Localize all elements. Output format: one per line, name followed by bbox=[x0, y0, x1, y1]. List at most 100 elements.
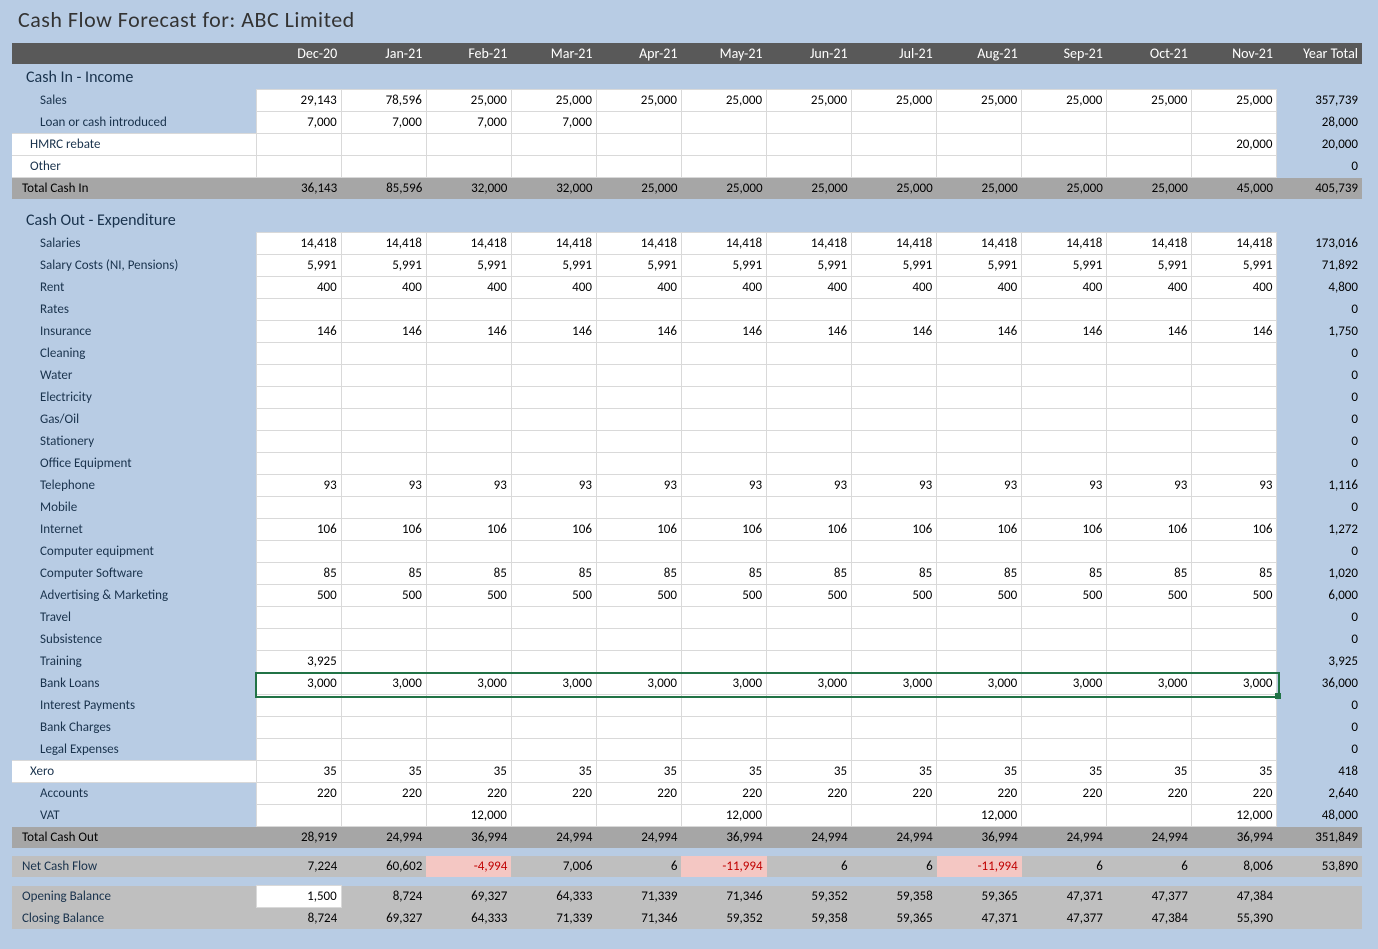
data-cell[interactable] bbox=[341, 431, 426, 453]
data-cell[interactable]: 12,000 bbox=[937, 805, 1022, 827]
data-cell[interactable]: 7,000 bbox=[511, 112, 596, 134]
data-cell[interactable] bbox=[937, 431, 1022, 453]
data-cell[interactable]: 5,991 bbox=[1022, 255, 1107, 277]
cashflow-table[interactable]: Dec-20Jan-21Feb-21Mar-21Apr-21May-21Jun-… bbox=[12, 43, 1362, 929]
data-cell[interactable]: 5,991 bbox=[937, 255, 1022, 277]
data-cell[interactable] bbox=[1022, 156, 1107, 178]
data-cell[interactable] bbox=[341, 365, 426, 387]
data-cell[interactable]: 146 bbox=[596, 321, 681, 343]
data-cell[interactable] bbox=[681, 387, 766, 409]
data-cell[interactable] bbox=[256, 365, 341, 387]
data-cell[interactable] bbox=[937, 387, 1022, 409]
data-cell[interactable] bbox=[256, 453, 341, 475]
data-cell[interactable] bbox=[596, 497, 681, 519]
data-cell[interactable] bbox=[852, 365, 937, 387]
data-cell[interactable]: 25,000 bbox=[596, 90, 681, 112]
data-cell[interactable] bbox=[852, 695, 937, 717]
data-cell[interactable] bbox=[511, 365, 596, 387]
data-cell[interactable] bbox=[426, 651, 511, 673]
data-cell[interactable] bbox=[256, 134, 341, 156]
data-cell[interactable] bbox=[596, 343, 681, 365]
data-cell[interactable] bbox=[937, 409, 1022, 431]
data-cell[interactable]: 93 bbox=[511, 475, 596, 497]
data-cell[interactable] bbox=[767, 343, 852, 365]
data-cell[interactable]: 400 bbox=[767, 277, 852, 299]
data-cell[interactable]: 220 bbox=[1107, 783, 1192, 805]
data-cell[interactable] bbox=[1022, 387, 1107, 409]
data-cell[interactable]: 25,000 bbox=[852, 90, 937, 112]
data-cell[interactable] bbox=[341, 497, 426, 519]
data-cell[interactable] bbox=[1107, 497, 1192, 519]
data-cell[interactable]: 500 bbox=[767, 585, 852, 607]
data-cell[interactable]: 35 bbox=[256, 761, 341, 783]
data-cell[interactable] bbox=[852, 431, 937, 453]
data-cell[interactable]: 400 bbox=[256, 277, 341, 299]
data-cell[interactable] bbox=[1107, 112, 1192, 134]
data-cell[interactable] bbox=[681, 134, 766, 156]
data-cell[interactable]: 85 bbox=[426, 563, 511, 585]
data-cell[interactable] bbox=[341, 629, 426, 651]
data-cell[interactable] bbox=[256, 717, 341, 739]
data-cell[interactable] bbox=[511, 695, 596, 717]
data-cell[interactable] bbox=[1107, 409, 1192, 431]
data-cell[interactable] bbox=[426, 299, 511, 321]
data-cell[interactable]: 85 bbox=[596, 563, 681, 585]
col-header-month[interactable]: Aug-21 bbox=[937, 43, 1022, 64]
data-cell[interactable] bbox=[937, 299, 1022, 321]
col-header-month[interactable]: Jun-21 bbox=[767, 43, 852, 64]
data-cell[interactable] bbox=[681, 431, 766, 453]
data-cell[interactable] bbox=[426, 409, 511, 431]
data-cell[interactable] bbox=[1192, 365, 1277, 387]
data-cell[interactable]: 400 bbox=[1022, 277, 1107, 299]
data-cell[interactable] bbox=[1107, 717, 1192, 739]
data-cell[interactable]: 500 bbox=[1107, 585, 1192, 607]
data-cell[interactable] bbox=[852, 717, 937, 739]
data-cell[interactable] bbox=[1192, 431, 1277, 453]
data-cell[interactable] bbox=[1022, 365, 1107, 387]
data-cell[interactable] bbox=[341, 717, 426, 739]
data-cell[interactable]: 35 bbox=[681, 761, 766, 783]
data-cell[interactable] bbox=[852, 607, 937, 629]
data-cell[interactable] bbox=[426, 717, 511, 739]
data-cell[interactable] bbox=[596, 387, 681, 409]
data-cell[interactable] bbox=[596, 805, 681, 827]
data-cell[interactable] bbox=[1107, 695, 1192, 717]
data-cell[interactable]: 106 bbox=[341, 519, 426, 541]
data-cell[interactable] bbox=[426, 134, 511, 156]
data-cell[interactable]: 35 bbox=[767, 761, 852, 783]
data-cell[interactable] bbox=[596, 409, 681, 431]
data-cell[interactable] bbox=[937, 541, 1022, 563]
data-cell[interactable]: 220 bbox=[681, 783, 766, 805]
data-cell[interactable]: 3,000 bbox=[511, 673, 596, 695]
data-cell[interactable]: 5,991 bbox=[852, 255, 937, 277]
data-cell[interactable] bbox=[596, 651, 681, 673]
data-cell[interactable]: 35 bbox=[1022, 761, 1107, 783]
data-cell[interactable]: 14,418 bbox=[1107, 233, 1192, 255]
data-cell[interactable]: 400 bbox=[1107, 277, 1192, 299]
data-cell[interactable] bbox=[1192, 387, 1277, 409]
data-cell[interactable] bbox=[1022, 299, 1107, 321]
data-cell[interactable] bbox=[256, 497, 341, 519]
data-cell[interactable] bbox=[767, 629, 852, 651]
data-cell[interactable] bbox=[681, 112, 766, 134]
data-cell[interactable]: 85 bbox=[852, 563, 937, 585]
data-cell[interactable] bbox=[426, 431, 511, 453]
data-cell[interactable] bbox=[1022, 717, 1107, 739]
data-cell[interactable] bbox=[1192, 299, 1277, 321]
data-cell[interactable] bbox=[852, 541, 937, 563]
data-cell[interactable] bbox=[1192, 695, 1277, 717]
data-cell[interactable]: 93 bbox=[341, 475, 426, 497]
data-cell[interactable]: 14,418 bbox=[852, 233, 937, 255]
data-cell[interactable] bbox=[341, 453, 426, 475]
data-cell[interactable]: 5,991 bbox=[426, 255, 511, 277]
data-cell[interactable]: 500 bbox=[426, 585, 511, 607]
data-cell[interactable] bbox=[1192, 156, 1277, 178]
data-cell[interactable]: 106 bbox=[426, 519, 511, 541]
data-cell[interactable] bbox=[596, 431, 681, 453]
data-cell[interactable] bbox=[596, 112, 681, 134]
data-cell[interactable]: 25,000 bbox=[681, 90, 766, 112]
data-cell[interactable]: 220 bbox=[256, 783, 341, 805]
data-cell[interactable]: 106 bbox=[852, 519, 937, 541]
data-cell[interactable]: 400 bbox=[596, 277, 681, 299]
data-cell[interactable] bbox=[937, 717, 1022, 739]
